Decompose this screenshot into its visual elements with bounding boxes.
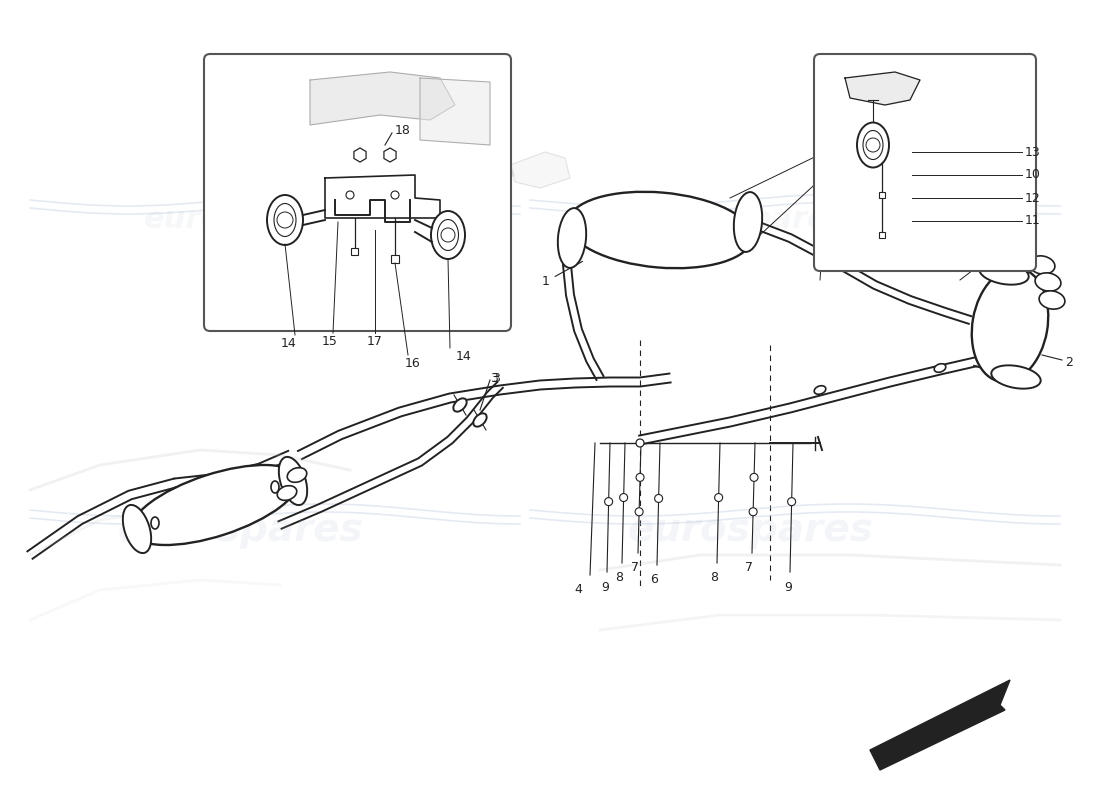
Ellipse shape [277, 486, 297, 500]
Circle shape [750, 474, 758, 482]
Text: 14: 14 [280, 337, 296, 350]
Ellipse shape [864, 130, 883, 159]
Ellipse shape [278, 457, 307, 505]
Polygon shape [420, 78, 490, 145]
Text: 12: 12 [1025, 191, 1041, 205]
Circle shape [788, 498, 795, 506]
Text: 8: 8 [710, 571, 718, 584]
Ellipse shape [971, 268, 1048, 382]
Circle shape [866, 138, 880, 152]
Text: eurospares: eurospares [117, 511, 363, 549]
Ellipse shape [267, 195, 303, 245]
Ellipse shape [991, 366, 1041, 389]
Text: eurospares: eurospares [144, 206, 337, 234]
Text: 13: 13 [1025, 146, 1041, 158]
Text: 15: 15 [322, 335, 338, 348]
Ellipse shape [131, 465, 299, 545]
Ellipse shape [734, 192, 762, 252]
Bar [879, 232, 886, 238]
Ellipse shape [274, 203, 296, 237]
Circle shape [619, 494, 628, 502]
Polygon shape [510, 152, 570, 188]
Text: 3: 3 [492, 371, 499, 385]
Text: 7: 7 [631, 561, 639, 574]
Circle shape [390, 191, 399, 199]
Text: 7: 7 [745, 561, 754, 574]
Text: 5: 5 [263, 478, 271, 490]
Text: 18: 18 [395, 123, 411, 137]
Ellipse shape [287, 468, 307, 482]
Circle shape [441, 228, 455, 242]
Text: eurospares: eurospares [627, 511, 873, 549]
Polygon shape [310, 72, 455, 125]
Circle shape [635, 508, 643, 516]
Ellipse shape [568, 192, 752, 268]
Text: 17: 17 [367, 335, 383, 348]
Text: 1: 1 [542, 262, 583, 288]
Ellipse shape [438, 219, 459, 250]
Ellipse shape [1035, 273, 1060, 291]
Bar [879, 192, 886, 198]
Bar [351, 248, 358, 255]
Polygon shape [324, 175, 440, 218]
Text: 4: 4 [574, 583, 582, 596]
Text: 3: 3 [490, 371, 498, 385]
Circle shape [605, 498, 613, 506]
Text: 8: 8 [615, 571, 623, 584]
Circle shape [277, 212, 293, 228]
Ellipse shape [979, 262, 1028, 285]
Polygon shape [485, 163, 514, 188]
Circle shape [636, 439, 644, 447]
Ellipse shape [1040, 291, 1065, 309]
Bar [390, 255, 399, 263]
Ellipse shape [431, 211, 465, 259]
Polygon shape [870, 680, 1010, 770]
Ellipse shape [271, 481, 279, 493]
Circle shape [346, 191, 354, 199]
Ellipse shape [453, 398, 466, 412]
Ellipse shape [123, 505, 151, 553]
Text: 9: 9 [784, 581, 792, 594]
Ellipse shape [1030, 256, 1055, 274]
Text: 16: 16 [405, 357, 421, 370]
Text: 6: 6 [650, 573, 658, 586]
Polygon shape [845, 72, 920, 105]
Ellipse shape [558, 208, 586, 268]
Circle shape [715, 494, 723, 502]
Circle shape [654, 494, 662, 502]
Circle shape [749, 508, 757, 516]
Text: 9: 9 [601, 581, 609, 594]
Circle shape [636, 474, 645, 482]
Text: 14: 14 [456, 350, 472, 363]
Text: 2: 2 [1065, 355, 1072, 369]
Text: 11: 11 [1025, 214, 1041, 227]
Text: 10: 10 [1025, 169, 1041, 182]
Ellipse shape [473, 414, 486, 426]
Text: eurospares: eurospares [653, 206, 846, 234]
Ellipse shape [814, 386, 826, 394]
Ellipse shape [934, 364, 946, 372]
Ellipse shape [857, 122, 889, 167]
Ellipse shape [151, 517, 160, 529]
FancyBboxPatch shape [814, 54, 1036, 271]
FancyBboxPatch shape [204, 54, 512, 331]
